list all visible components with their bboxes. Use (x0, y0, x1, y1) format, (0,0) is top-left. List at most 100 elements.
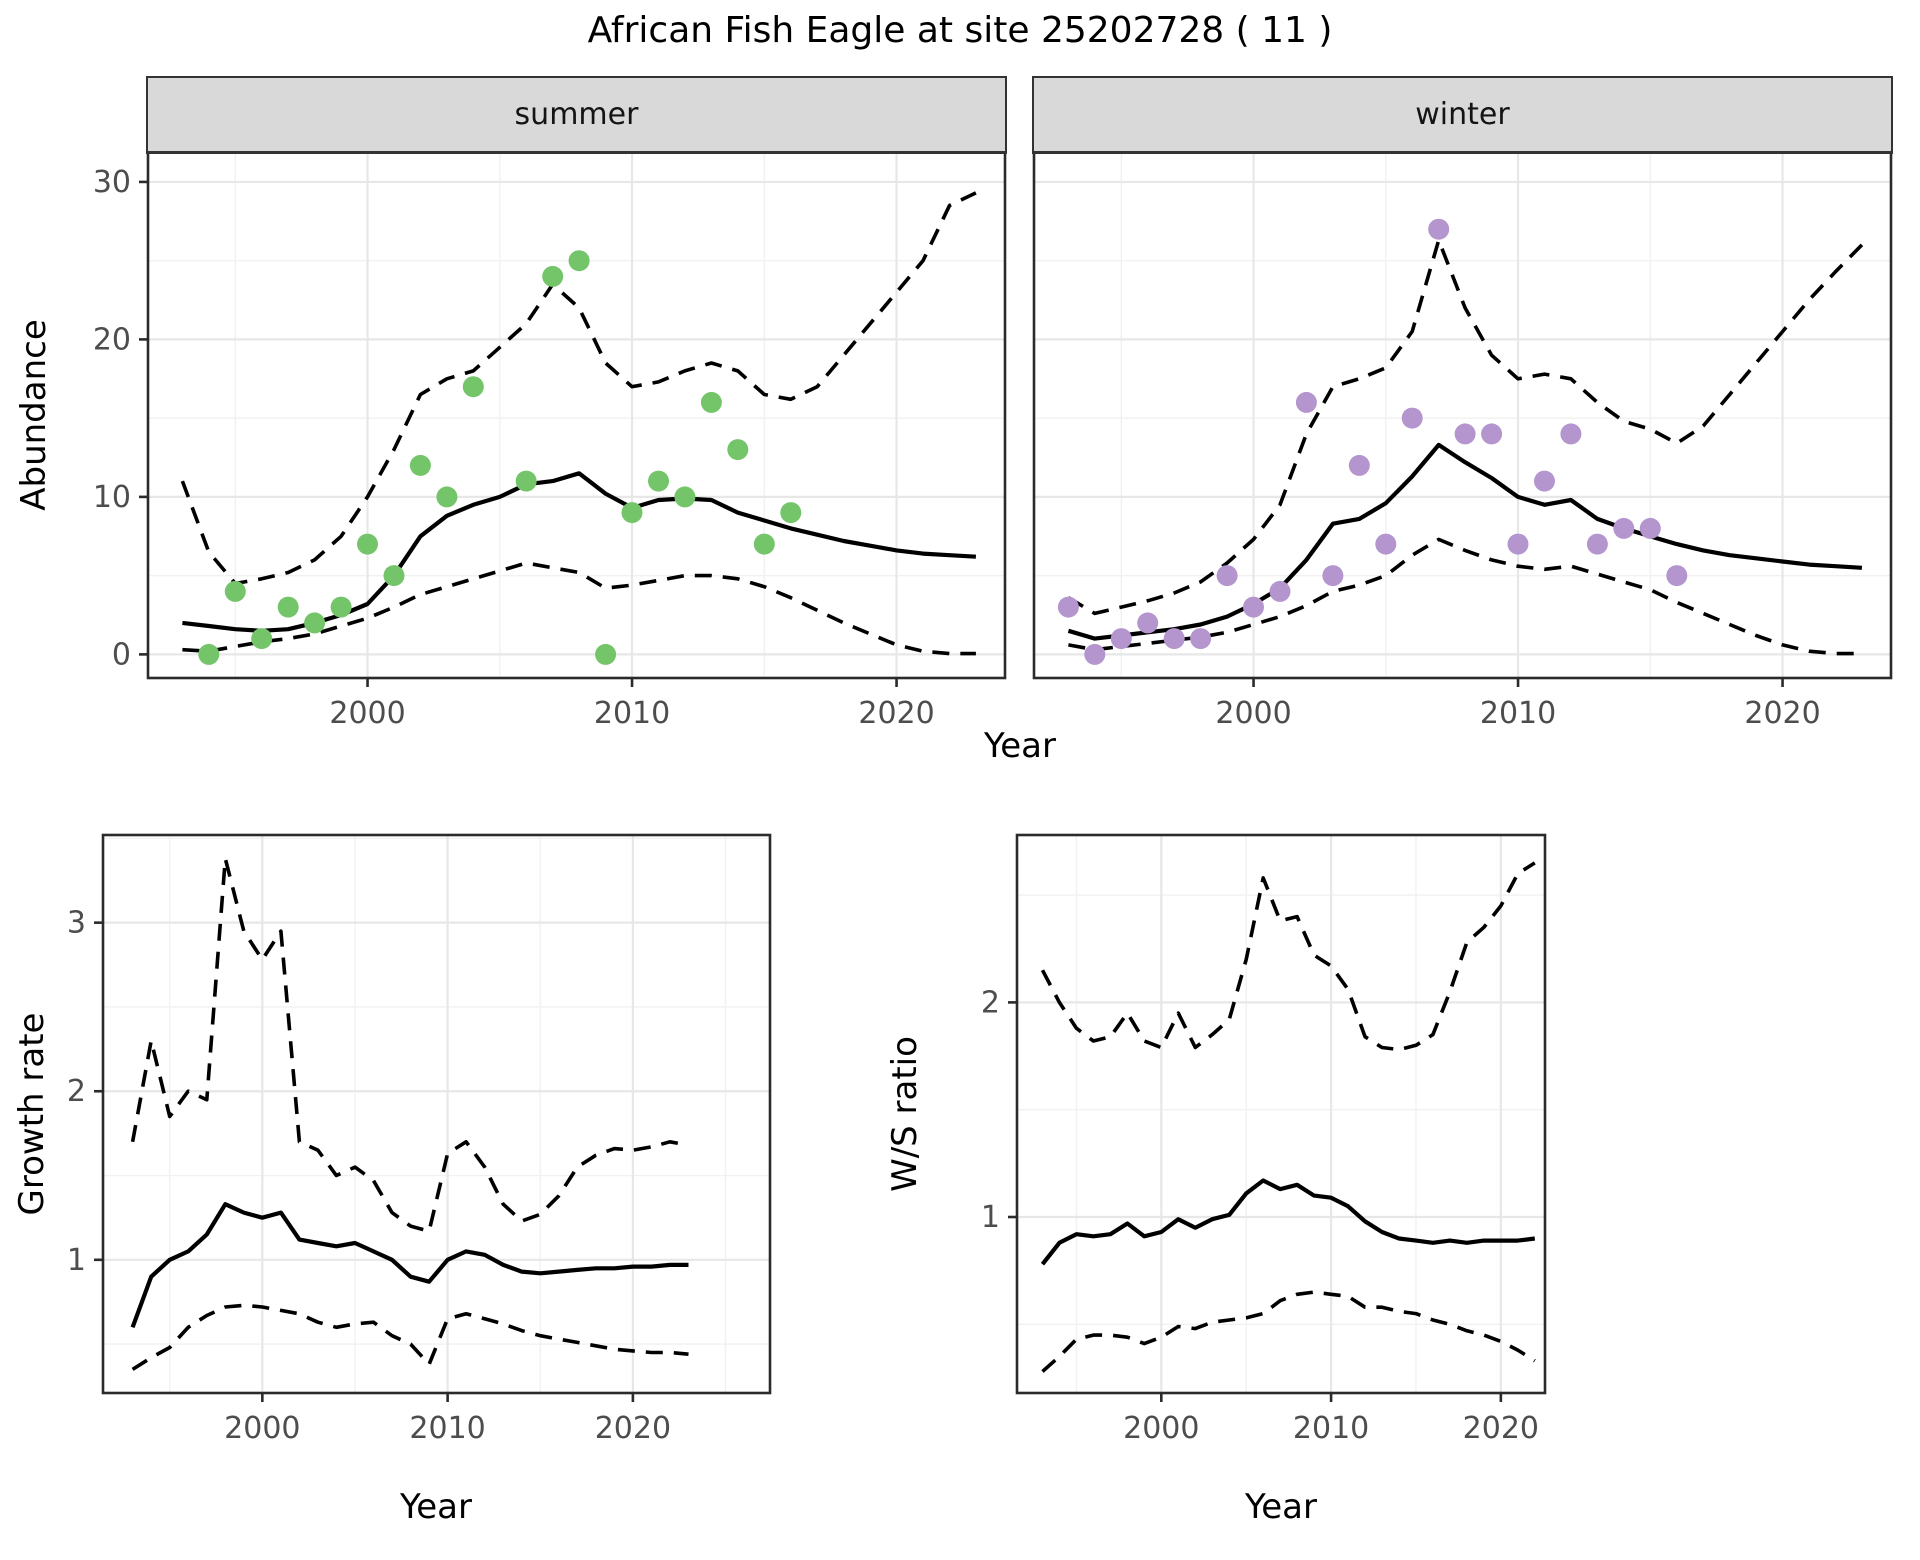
x-axis-title-top: Year (984, 726, 1056, 766)
data-point (1269, 580, 1291, 602)
x-tick-label: 2010 (409, 1411, 485, 1446)
data-point (1639, 517, 1661, 539)
data-point (1586, 533, 1608, 555)
data-point (357, 533, 378, 555)
axis: 2000 2010 2020 1 2 3 (67, 906, 671, 1446)
fit-line (1067, 442, 1863, 641)
y-tick-label: 30 (93, 165, 131, 200)
data-point (1613, 517, 1635, 539)
data-point (542, 265, 564, 287)
y-tick-label: 2 (67, 1074, 86, 1109)
data-point (1507, 533, 1529, 555)
axis: 2000 2010 2020 (1215, 678, 1821, 731)
lower_ci-line (1041, 1290, 1536, 1373)
grid-major (1034, 152, 1891, 678)
data-point (1137, 612, 1159, 634)
data-points (198, 250, 802, 665)
panel-summer: 2000 2010 2020 0 10 20 30 (93, 150, 1007, 731)
grid-major (103, 835, 770, 1393)
data-point (1243, 596, 1264, 618)
data-point (1216, 565, 1238, 587)
y-tick-label: 10 (93, 480, 131, 515)
data-points (1057, 218, 1688, 665)
panel-winter: 2000 2010 2020 (1032, 150, 1893, 731)
data-point (1163, 628, 1185, 650)
data-point (780, 502, 802, 524)
grid-minor (1034, 152, 1891, 678)
data-point (224, 580, 246, 602)
data-point (1348, 454, 1370, 476)
data-point (1375, 533, 1397, 555)
panel-background (1017, 835, 1545, 1393)
y-tick-label: 20 (93, 322, 131, 357)
data-point (251, 628, 273, 650)
y-axis-title-ws-ratio: W/S ratio (885, 1036, 925, 1192)
upper_ci-line (1040, 861, 1536, 1052)
data-point (1295, 391, 1317, 413)
x-tick-label: 2010 (1293, 1411, 1369, 1446)
upper_ci-line (180, 191, 977, 586)
y-axis-title-growth-rate: Growth rate (12, 1012, 52, 1216)
data-point (1190, 628, 1212, 650)
x-axis-title-ws-ratio: Year (1245, 1487, 1317, 1527)
facet-strip-summer-label: summer (514, 96, 639, 132)
data-point (621, 502, 643, 524)
data-point (1428, 218, 1450, 240)
data-point (1401, 407, 1423, 429)
data-point (1322, 565, 1344, 587)
x-tick-label: 2010 (594, 696, 670, 731)
data-point (648, 470, 669, 492)
facet-strip-winter-label: winter (1415, 96, 1510, 132)
y-axis-title-abundance: Abundance (14, 319, 54, 511)
fit-line (130, 1202, 689, 1329)
chart-title: African Fish Eagle at site 25202728 ( 11… (587, 10, 1333, 51)
data-point (1534, 470, 1555, 492)
grid-major (1017, 835, 1545, 1393)
data-point (409, 454, 431, 476)
data-point (595, 643, 617, 665)
facet-strip-winter: winter (1032, 76, 1893, 154)
axis: 2000 2010 2020 0 10 20 30 (93, 165, 935, 731)
data-point (753, 533, 775, 555)
grid-major (148, 152, 1005, 678)
data-point (1057, 596, 1079, 618)
panel-border (1015, 833, 1547, 1395)
x-tick-label: 2020 (1463, 1411, 1539, 1446)
data-point (304, 612, 326, 634)
fit-line (1040, 1178, 1536, 1266)
y-tick-label: 1 (67, 1243, 86, 1278)
y-tick-label: 1 (981, 1200, 1000, 1235)
x-tick-label: 2010 (1480, 696, 1556, 731)
x-tick-label: 2020 (1744, 696, 1820, 731)
data-point (330, 596, 352, 618)
x-tick-label: 2000 (224, 1411, 300, 1446)
data-point (277, 596, 299, 618)
data-point (700, 391, 722, 413)
y-tick-label: 3 (67, 906, 86, 941)
data-point (462, 376, 484, 398)
x-tick-label: 2020 (595, 1411, 671, 1446)
x-tick-label: 2000 (1215, 696, 1291, 731)
panel-growth-rate: 2000 2010 2020 1 2 3 (67, 833, 772, 1446)
data-point (1560, 423, 1582, 445)
data-point (1481, 423, 1503, 445)
panel-background (103, 835, 770, 1393)
x-tick-label: 2020 (858, 696, 934, 731)
x-tick-label: 2000 (1123, 1411, 1199, 1446)
lower_ci-line (1068, 537, 1862, 656)
panel-ws-ratio: 2000 2010 2020 1 2 (981, 833, 1547, 1446)
y-tick-label: 0 (112, 637, 131, 672)
x-axis-title-growth-rate: Year (400, 1487, 472, 1527)
data-point (1666, 565, 1688, 587)
data-point (727, 439, 749, 461)
data-point (383, 565, 405, 587)
upper_ci-line (130, 856, 689, 1233)
x-tick-label: 2000 (329, 696, 405, 731)
data-point (674, 486, 696, 508)
axis: 2000 2010 2020 1 2 (981, 985, 1539, 1446)
upper_ci-line (1067, 238, 1864, 616)
data-point (436, 486, 458, 508)
data-point (1084, 643, 1106, 665)
